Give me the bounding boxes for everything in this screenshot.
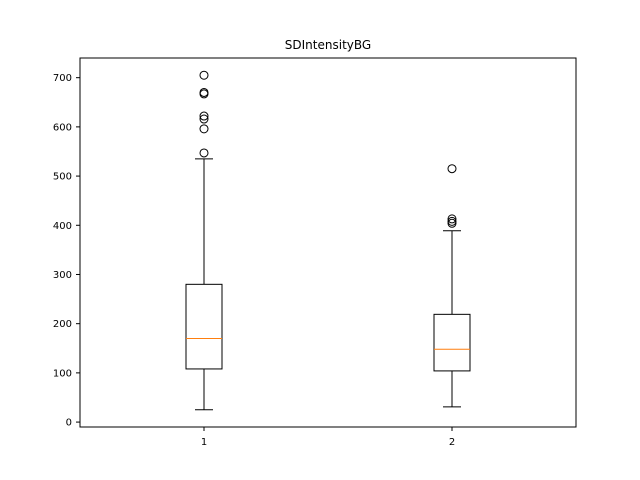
outlier-point xyxy=(199,114,209,124)
outlier-point xyxy=(199,87,209,97)
box-group-1 xyxy=(185,70,223,411)
plot-frame xyxy=(79,57,577,428)
y-tick-label: 100 xyxy=(53,368,72,379)
outlier-point xyxy=(199,148,209,158)
outlier-point xyxy=(199,70,209,80)
y-tick-label: 300 xyxy=(53,270,72,281)
y-tick-label: 600 xyxy=(53,122,72,133)
chart-title: SDIntensityBG xyxy=(285,38,371,52)
y-tick-label: 500 xyxy=(53,172,72,183)
x-tick-label: 2 xyxy=(449,437,455,448)
iqr-box xyxy=(185,283,223,370)
outlier-point xyxy=(447,164,457,174)
axes: 1 2 0 100 200 300 400 500 600 700 xyxy=(53,73,455,448)
outlier-point xyxy=(199,124,209,134)
box-group-2 xyxy=(433,164,471,408)
y-tick-label: 200 xyxy=(53,319,72,330)
outlier-point xyxy=(447,216,457,226)
plot-marks xyxy=(185,70,471,411)
outlier-point xyxy=(199,111,209,121)
y-tick-label: 400 xyxy=(53,221,72,232)
outlier-point xyxy=(447,214,457,224)
x-tick-label: 1 xyxy=(201,437,207,448)
iqr-box xyxy=(433,313,471,372)
y-tick-label: 0 xyxy=(66,418,72,429)
y-tick-label: 700 xyxy=(53,73,72,84)
